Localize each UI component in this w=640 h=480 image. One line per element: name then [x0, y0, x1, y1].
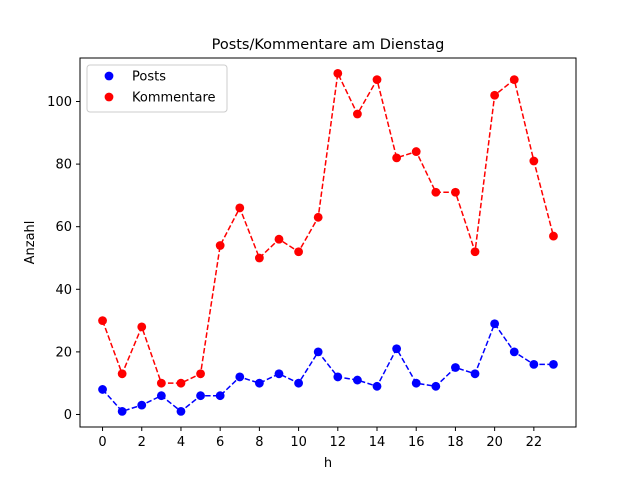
data-point-posts — [333, 372, 343, 382]
data-point-kommentare — [294, 247, 303, 257]
data-point-posts — [137, 400, 147, 410]
y-tick-label: 20 — [55, 345, 72, 360]
legend-marker-posts — [104, 71, 114, 81]
y-tick-label: 60 — [55, 220, 72, 235]
data-point-posts — [156, 391, 166, 401]
data-point-posts — [176, 406, 186, 416]
data-point-kommentare — [549, 231, 558, 241]
data-point-posts — [372, 381, 382, 391]
data-point-kommentare — [372, 75, 382, 84]
series-line-posts — [101, 322, 554, 413]
data-point-kommentare — [137, 322, 147, 332]
data-point-kommentare — [313, 212, 323, 222]
y-tick-label: 40 — [55, 283, 72, 298]
data-point-kommentare — [254, 253, 264, 263]
data-point-posts — [313, 347, 323, 357]
data-point-posts — [509, 347, 519, 357]
legend-label-kommentare: Kommentare — [132, 91, 216, 106]
data-point-kommentare — [470, 247, 480, 257]
data-point-kommentare — [274, 234, 284, 244]
legend-box — [86, 64, 228, 113]
data-point-posts — [549, 360, 558, 369]
data-point-posts — [98, 385, 107, 394]
data-point-kommentare — [215, 241, 225, 250]
x-tick-label: 10 — [290, 435, 307, 450]
x-tick-label: 2 — [138, 435, 146, 450]
axes-layer: 0 2 4 6 8 10 12 14 16 18 20 22 0 20 40 60 80 100 — [47, 57, 577, 450]
chart-title: Posts/Kommentare am Dienstag — [212, 37, 445, 53]
legend-label-posts: Posts — [132, 70, 166, 85]
plot-frame — [79, 57, 577, 428]
x-axis-label: h — [324, 456, 332, 471]
data-point-posts — [470, 369, 480, 379]
data-point-posts — [254, 378, 264, 388]
data-point-kommentare — [529, 156, 539, 166]
data-point-kommentare — [353, 109, 362, 119]
x-tick-label: 4 — [177, 435, 185, 450]
data-point-kommentare — [392, 153, 402, 163]
data-point-kommentare — [509, 75, 519, 84]
x-tick-label: 16 — [408, 435, 425, 450]
legend: Posts Kommentare — [86, 64, 228, 113]
data-point-posts — [451, 363, 460, 372]
y-tick-label: 0 — [64, 408, 72, 423]
x-tick-label: 20 — [486, 435, 503, 450]
data-point-posts — [411, 378, 421, 388]
data-point-kommentare — [117, 369, 127, 379]
x-tick-label: 14 — [369, 435, 386, 450]
data-point-kommentare — [490, 90, 500, 100]
data-point-kommentare — [176, 378, 186, 388]
data-point-posts — [353, 375, 362, 385]
x-tick-label: 22 — [526, 435, 543, 450]
data-point-posts — [215, 391, 225, 401]
x-tick-label: 0 — [98, 435, 106, 450]
x-tick-label: 18 — [447, 435, 464, 450]
data-point-posts — [196, 391, 205, 401]
data-point-kommentare — [235, 203, 245, 213]
x-tick-label: 8 — [255, 435, 263, 450]
data-point-posts — [294, 378, 303, 388]
x-tick-label: 6 — [216, 435, 224, 450]
data-point-kommentare — [156, 378, 166, 388]
data-point-posts — [431, 381, 441, 391]
data-point-posts — [529, 360, 539, 369]
data-point-kommentare — [333, 68, 343, 78]
data-point-posts — [392, 344, 402, 354]
data-point-kommentare — [451, 187, 460, 197]
plot-area — [80, 58, 576, 427]
data-point-kommentare — [411, 147, 421, 156]
y-tick-label: 80 — [55, 158, 72, 173]
data-point-kommentare — [98, 316, 107, 325]
data-point-posts — [274, 369, 284, 379]
data-point-kommentare — [196, 369, 205, 379]
y-axis-label: Anzahl — [23, 221, 38, 265]
series-layer — [98, 68, 558, 416]
data-point-posts — [235, 372, 245, 382]
data-point-posts — [117, 406, 127, 416]
x-tick-label: 12 — [330, 435, 347, 450]
data-point-kommentare — [431, 187, 441, 197]
data-point-posts — [490, 319, 500, 329]
y-tick-label: 100 — [47, 95, 72, 110]
legend-marker-kommentare — [104, 92, 114, 102]
